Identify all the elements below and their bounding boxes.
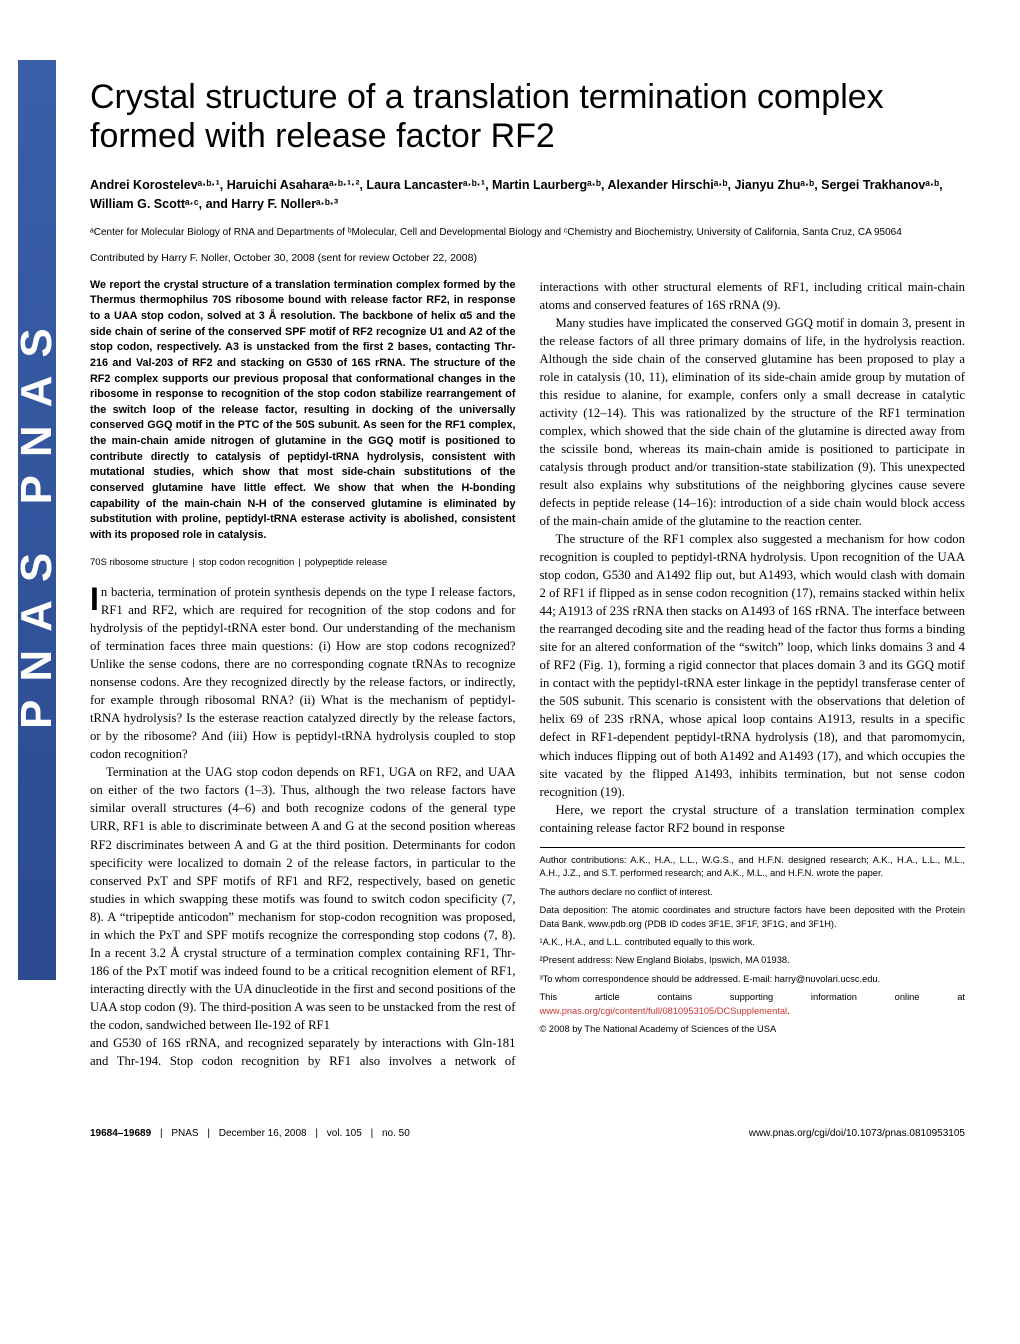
body-paragraph-4: Many studies have implicated the conserv… [540,314,966,530]
footnote-supplemental: This article contains supporting informa… [540,991,966,1018]
abstract: We report the crystal structure of a tra… [90,278,516,544]
footnote-data-deposition: Data deposition: The atomic coordinates … [540,904,966,931]
body-paragraph-1: In bacteria, termination of protein synt… [90,583,516,763]
body-paragraph-6: Here, we report the crystal structure of… [540,801,966,837]
footer-volume: vol. 105 [327,1128,362,1139]
keyword-separator: | [188,557,198,568]
keyword-2: stop codon recognition [199,557,295,568]
footnote-conflict: The authors declare no conflict of inter… [540,886,966,899]
footnote-correspondence: ³To whom correspondence should be addres… [540,973,966,986]
footer-issue: no. 50 [382,1128,410,1139]
body-paragraph-2: Termination at the UAG stop codon depend… [90,763,516,1033]
supplemental-link[interactable]: www.pnas.org/cgi/content/full/0810953105… [540,1006,788,1016]
author-list: Andrei Korostelevᵃ·ᵇ·¹, Haruichi Asahara… [90,176,965,214]
body-paragraph-5: The structure of the RF1 complex also su… [540,530,966,800]
footer-right: www.pnas.org/cgi/doi/10.1073/pnas.081095… [749,1128,965,1139]
footer-pages: 19684–19689 [90,1128,151,1139]
keywords-line: 70S ribosome structure|stop codon recogn… [90,556,516,569]
footnote-present-address: ²Present address: New England Biolabs, I… [540,954,966,967]
keyword-3: polypeptide release [305,557,387,568]
footnote-supp-text: This article contains supporting informa… [540,992,966,1002]
footer-doi: www.pnas.org/cgi/doi/10.1073/pnas.081095… [749,1128,965,1139]
two-column-body: We report the crystal structure of a tra… [90,278,965,1070]
keyword-1: 70S ribosome structure [90,557,188,568]
journal-sidebar-strip: PNAS PNAS [18,60,56,980]
contributed-line: Contributed by Harry F. Noller, October … [90,252,965,264]
footnote-author-contributions: Author contributions: A.K., H.A., L.L., … [540,854,966,881]
article-title: Crystal structure of a translation termi… [90,78,965,156]
footer-date: December 16, 2008 [219,1128,307,1139]
keyword-separator: | [294,557,304,568]
footnote-copyright: © 2008 by The National Academy of Scienc… [540,1023,966,1036]
footnotes-block: Author contributions: A.K., H.A., L.L., … [540,847,966,1037]
footer-journal: PNAS [171,1128,198,1139]
footnote-equal-contribution: ¹A.K., H.A., and L.L. contributed equall… [540,936,966,949]
footer-left: 19684–19689 | PNAS | December 16, 2008 |… [90,1128,410,1139]
page-content: Crystal structure of a translation termi… [90,0,965,1100]
affiliations: ᵃCenter for Molecular Biology of RNA and… [90,226,965,240]
page-footer: 19684–19689 | PNAS | December 16, 2008 |… [90,1128,965,1139]
